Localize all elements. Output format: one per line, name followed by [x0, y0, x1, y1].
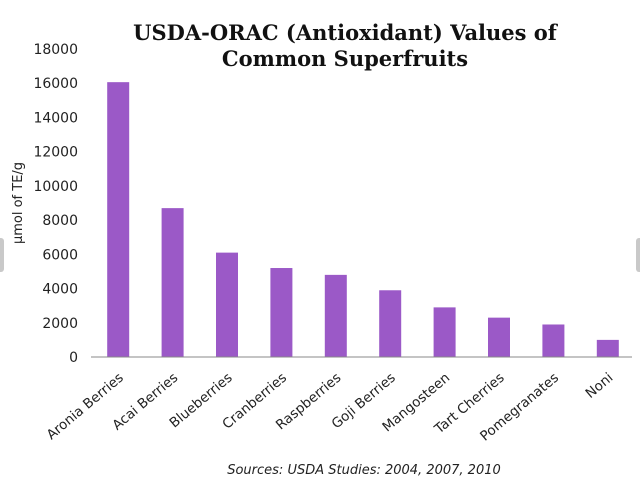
y-tick-label: 8000: [42, 213, 78, 229]
y-tick-label: 6000: [42, 247, 78, 263]
bar: [542, 324, 565, 357]
bar: [216, 252, 238, 357]
bar: [161, 208, 184, 357]
bar: [488, 317, 510, 357]
y-tick-label: 16000: [33, 76, 78, 92]
y-tick-label: 12000: [33, 145, 78, 161]
x-tick-label: Aronia Berries: [44, 370, 127, 443]
chart-title-line-1: USDA-ORAC (Antioxidant) Values of: [133, 20, 559, 45]
y-tick-label: 14000: [33, 110, 78, 126]
x-tick-label: Noni: [583, 370, 617, 402]
bar: [270, 268, 293, 357]
y-axis-label: µmol of TE/g: [11, 162, 26, 244]
bar: [433, 307, 456, 357]
y-tick-label: 10000: [33, 179, 78, 195]
chart-title: USDA-ORAC (Antioxidant) Values of Common…: [133, 20, 559, 71]
bar: [596, 339, 619, 357]
chart-title-line-2: Common Superfruits: [222, 46, 468, 71]
bar: [379, 290, 402, 357]
bar: [324, 274, 347, 357]
y-tick-label: 2000: [42, 316, 78, 332]
y-axis-ticks: 0 2000 4000 6000 8000 10000 12000 14000 16000 180…: [33, 42, 78, 366]
y-tick-label: 4000: [42, 282, 78, 298]
y-tick-label: 18000: [33, 42, 78, 58]
bar: [107, 82, 130, 358]
source-note: Sources: USDA Studies: 2004, 2007, 2010: [227, 463, 501, 478]
bars: [107, 82, 619, 358]
y-tick-label: 0: [69, 350, 78, 366]
left-edge-tab: [0, 238, 4, 272]
right-edge-tab: [636, 238, 640, 272]
